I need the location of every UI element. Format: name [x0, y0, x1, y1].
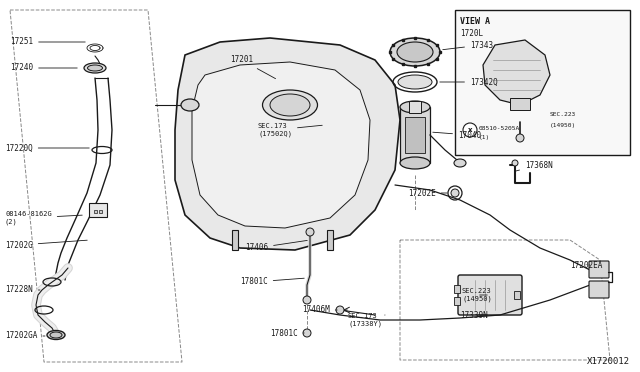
Ellipse shape [398, 75, 432, 89]
Ellipse shape [400, 101, 430, 113]
Bar [454, 297, 460, 305]
Bar [400, 107, 430, 163]
Bar [454, 285, 460, 293]
Text: 17342Q: 17342Q [440, 77, 498, 87]
Text: 17202EA: 17202EA [570, 260, 602, 269]
Text: 17202E: 17202E [408, 189, 447, 198]
Text: 17240: 17240 [10, 64, 77, 73]
Circle shape [516, 134, 524, 142]
Text: 17368N: 17368N [515, 160, 553, 171]
Circle shape [512, 160, 518, 166]
Ellipse shape [397, 42, 433, 62]
FancyBboxPatch shape [589, 261, 609, 278]
Circle shape [336, 306, 344, 314]
Text: VIEW A: VIEW A [460, 17, 490, 26]
Text: 08146-8162G
(2): 08146-8162G (2) [5, 211, 82, 225]
Ellipse shape [50, 332, 62, 338]
Bar [99, 210, 102, 213]
Text: 17201: 17201 [230, 55, 276, 78]
Text: 17801C: 17801C [240, 278, 304, 286]
Ellipse shape [181, 99, 199, 111]
Circle shape [303, 329, 311, 337]
Text: SEC.223
(14950): SEC.223 (14950) [462, 288, 492, 302]
FancyBboxPatch shape [458, 275, 522, 315]
Ellipse shape [400, 157, 430, 169]
Circle shape [451, 189, 459, 197]
FancyBboxPatch shape [455, 10, 630, 155]
Text: (14950): (14950) [550, 122, 576, 128]
Text: 17801C: 17801C [270, 328, 304, 337]
Text: 17406M: 17406M [302, 305, 337, 314]
Text: 17228N: 17228N [5, 285, 40, 295]
Circle shape [303, 296, 311, 304]
Ellipse shape [262, 90, 317, 120]
Text: 17339N: 17339N [460, 311, 488, 320]
Polygon shape [175, 38, 400, 250]
Text: SEC.173
(17338Y): SEC.173 (17338Y) [348, 313, 385, 327]
Ellipse shape [84, 63, 106, 73]
Bar [405, 117, 425, 153]
Text: SEC.223: SEC.223 [550, 112, 576, 118]
FancyBboxPatch shape [589, 281, 609, 298]
Text: x: x [468, 127, 472, 133]
Ellipse shape [270, 94, 310, 116]
Bar [514, 291, 520, 299]
Text: 08510-5205A: 08510-5205A [479, 125, 520, 131]
Polygon shape [192, 62, 370, 228]
Circle shape [306, 228, 314, 236]
Bar [327, 230, 333, 250]
Text: 17251: 17251 [10, 38, 85, 46]
FancyBboxPatch shape [89, 203, 107, 217]
Bar [94, 210, 97, 213]
Text: X1720012: X1720012 [587, 357, 630, 366]
Polygon shape [483, 40, 550, 105]
Circle shape [463, 123, 477, 137]
Text: 17040: 17040 [433, 131, 481, 140]
Bar [409, 101, 421, 113]
Ellipse shape [454, 159, 466, 167]
Text: 17406: 17406 [245, 240, 307, 253]
Ellipse shape [88, 65, 102, 71]
Text: 1720L: 1720L [460, 29, 483, 38]
Bar [510, 98, 530, 110]
Ellipse shape [390, 38, 440, 66]
Text: 17343: 17343 [443, 41, 493, 50]
Text: SEC.173
(17502Q): SEC.173 (17502Q) [258, 123, 322, 137]
Text: 17220Q: 17220Q [5, 144, 89, 153]
Text: 17202G: 17202G [5, 240, 87, 250]
Ellipse shape [47, 330, 65, 340]
Text: 17202GA: 17202GA [5, 331, 45, 340]
Bar [232, 230, 238, 250]
Text: (1): (1) [479, 135, 490, 141]
